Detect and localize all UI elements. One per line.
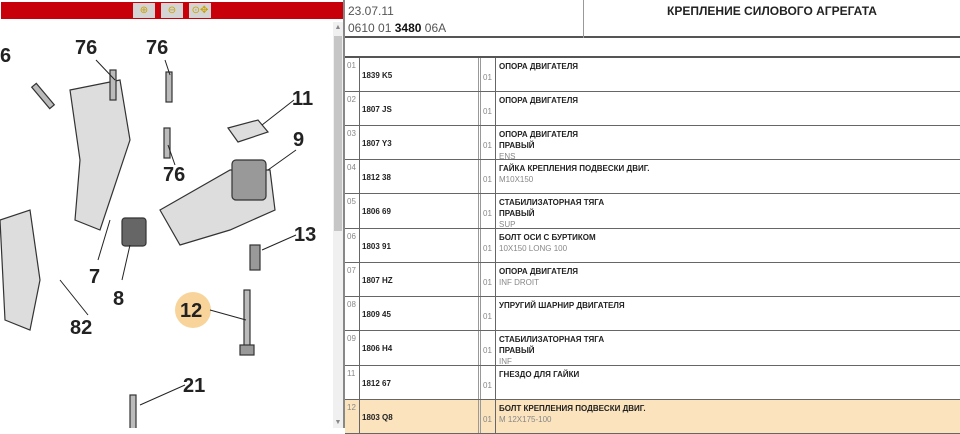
zoom-out-icon: ⊖: [167, 5, 177, 16]
item-number: 09: [345, 331, 360, 365]
part-description: ОПОРА ДВИГАТЕЛЯ: [499, 130, 579, 139]
part-reference[interactable]: 1807 HZ: [362, 276, 393, 285]
part-reference[interactable]: 1803 Q8: [362, 413, 393, 422]
quantity: 01: [483, 415, 492, 424]
item-number: 02: [345, 92, 360, 125]
header-date: 23.07.11: [348, 4, 394, 18]
part-description: ПРАВЫЙ: [499, 346, 535, 355]
table-row[interactable]: 11 1812 67 01 ГНЕЗДО ДЛЯ ГАЙКИ: [345, 366, 960, 400]
table-row[interactable]: 08 1809 45 01 УПРУГИЙ ШАРНИР ДВИГАТЕЛЯ: [345, 297, 960, 331]
part-note: M 12X175-100: [499, 415, 552, 424]
part-note: 10X150 LONG 100: [499, 244, 568, 253]
part-note: ENS: [499, 152, 516, 161]
quantity: 01: [483, 312, 492, 321]
callout-13[interactable]: 13: [294, 224, 317, 246]
zoom-in-icon: ⊕: [139, 5, 149, 16]
part-description: БОЛТ ОСИ С БУРТИКОМ: [499, 233, 596, 242]
quantity: 01: [483, 175, 492, 184]
zoom-out-button[interactable]: ⊖: [161, 3, 183, 18]
callout-6[interactable]: 6: [0, 45, 12, 67]
part-note: INF: [499, 357, 512, 366]
callout-9[interactable]: 9: [293, 129, 305, 151]
part-description: ГАЙКА КРЕПЛЕНИЯ ПОДВЕСКИ ДВИГ.: [499, 164, 650, 173]
part-reference[interactable]: 1803 91: [362, 242, 391, 251]
table-row[interactable]: 07 1807 HZ 01 ОПОРА ДВИГАТЕЛЯ INF DROIT: [345, 263, 960, 297]
callout-82[interactable]: 82: [70, 317, 93, 339]
table-row[interactable]: 02 1807 JS 01 ОПОРА ДВИГАТЕЛЯ: [345, 92, 960, 126]
quantity: 01: [483, 209, 492, 218]
item-number: 12: [345, 400, 360, 433]
part-description: БОЛТ КРЕПЛЕНИЯ ПОДВЕСКИ ДВИГ.: [499, 404, 646, 413]
parts-table: 01 1839 K5 01 ОПОРА ДВИГАТЕЛЯ 02 1807 JS …: [345, 58, 960, 434]
part-reference[interactable]: 1812 67: [362, 379, 391, 388]
item-number: 03: [345, 126, 360, 159]
table-row[interactable]: 12 1803 Q8 01 БОЛТ КРЕПЛЕНИЯ ПОДВЕСКИ ДВ…: [345, 400, 960, 434]
part-description: ПРАВЫЙ: [499, 209, 535, 218]
page-title: КРЕПЛЕНИЕ СИЛОВОГО АГРЕГАТА: [667, 4, 877, 18]
part-reference[interactable]: 1806 69: [362, 207, 391, 216]
diagram-panel: ⊕ ⊖ ⊙✥: [0, 0, 345, 428]
part-description: ГНЕЗДО ДЛЯ ГАЙКИ: [499, 370, 580, 379]
table-row[interactable]: 05 1806 69 01 СТАБИЛИЗАТОРНАЯ ТЯГА ПРАВЫЙ…: [345, 194, 960, 229]
part-description: ОПОРА ДВИГАТЕЛЯ: [499, 62, 579, 71]
part-reference[interactable]: 1807 Y3: [362, 139, 392, 148]
spacer-row: [345, 38, 960, 58]
diagram-scrollbar[interactable]: ▲ ▼: [333, 22, 343, 428]
quantity: 01: [483, 381, 492, 390]
quantity: 01: [483, 278, 492, 287]
parts-header: 23.07.11 0610 01 3480 06A КРЕПЛЕНИЕ СИЛО…: [345, 0, 960, 38]
quantity: 01: [483, 244, 492, 253]
callout-76[interactable]: 76: [75, 37, 98, 59]
table-row[interactable]: 03 1807 Y3 01 ОПОРА ДВИГАТЕЛЯ ПРАВЫЙ ENS: [345, 126, 960, 161]
scroll-up-icon[interactable]: ▲: [334, 24, 342, 31]
zoom-in-button[interactable]: ⊕: [133, 3, 155, 18]
zoom-pan-icon: ⊙✥: [191, 5, 209, 16]
callout-76[interactable]: 76: [163, 164, 186, 186]
callout-8[interactable]: 8: [113, 288, 125, 310]
diagram-drawing: [0, 59, 297, 428]
table-row[interactable]: 09 1806 H4 01 СТАБИЛИЗАТОРНАЯ ТЯГА ПРАВЫЙ…: [345, 331, 960, 366]
part-reference[interactable]: 1812 38: [362, 173, 391, 182]
item-number: 08: [345, 297, 360, 330]
item-number: 01: [345, 58, 360, 91]
part-note: INF DROIT: [499, 278, 539, 287]
table-row[interactable]: 06 1803 91 01 БОЛТ ОСИ С БУРТИКОМ 10X150 …: [345, 229, 960, 263]
part-note: SUP: [499, 220, 516, 229]
item-number: 06: [345, 229, 360, 262]
part-reference[interactable]: 1807 JS: [362, 105, 392, 114]
callout-21[interactable]: 21: [183, 375, 206, 397]
part-reference[interactable]: 1839 K5: [362, 71, 393, 80]
part-reference[interactable]: 1806 H4: [362, 344, 393, 353]
zoom-pan-button[interactable]: ⊙✥: [189, 3, 211, 18]
header-code: 0610 01 3480 06A: [348, 21, 447, 35]
item-number: 11: [345, 366, 360, 399]
part-note: M10X150: [499, 175, 534, 184]
callout-11[interactable]: 11: [292, 88, 314, 110]
part-description: ОПОРА ДВИГАТЕЛЯ: [499, 267, 579, 276]
quantity: 01: [483, 73, 492, 82]
callout-76[interactable]: 76: [146, 37, 169, 59]
part-description: УПРУГИЙ ШАРНИР ДВИГАТЕЛЯ: [499, 301, 625, 310]
quantity: 01: [483, 107, 492, 116]
item-number: 04: [345, 160, 360, 193]
part-description: ПРАВЫЙ: [499, 141, 535, 150]
callout-7[interactable]: 7: [89, 266, 101, 288]
table-row[interactable]: 01 1839 K5 01 ОПОРА ДВИГАТЕЛЯ: [345, 58, 960, 92]
part-description: СТАБИЛИЗАТОРНАЯ ТЯГА: [499, 198, 605, 207]
scrollbar-thumb[interactable]: [334, 36, 342, 231]
parts-list-panel: 23.07.11 0610 01 3480 06A КРЕПЛЕНИЕ СИЛО…: [345, 0, 960, 434]
parts-diagram[interactable]: 6 76 76 11 9 76 7 8 13 12 82 21: [0, 20, 332, 428]
highlight-circle: [175, 292, 211, 328]
quantity: 01: [483, 141, 492, 150]
zoom-toolbar: ⊕ ⊖ ⊙✥: [1, 2, 343, 19]
part-description: ОПОРА ДВИГАТЕЛЯ: [499, 96, 579, 105]
callout-12[interactable]: 12: [180, 300, 203, 322]
item-number: 05: [345, 194, 360, 228]
scroll-down-icon[interactable]: ▼: [334, 419, 342, 426]
quantity: 01: [483, 346, 492, 355]
item-number: 07: [345, 263, 360, 296]
part-description: СТАБИЛИЗАТОРНАЯ ТЯГА: [499, 335, 605, 344]
part-reference[interactable]: 1809 45: [362, 310, 391, 319]
table-row[interactable]: 04 1812 38 01 ГАЙКА КРЕПЛЕНИЯ ПОДВЕСКИ Д…: [345, 160, 960, 194]
